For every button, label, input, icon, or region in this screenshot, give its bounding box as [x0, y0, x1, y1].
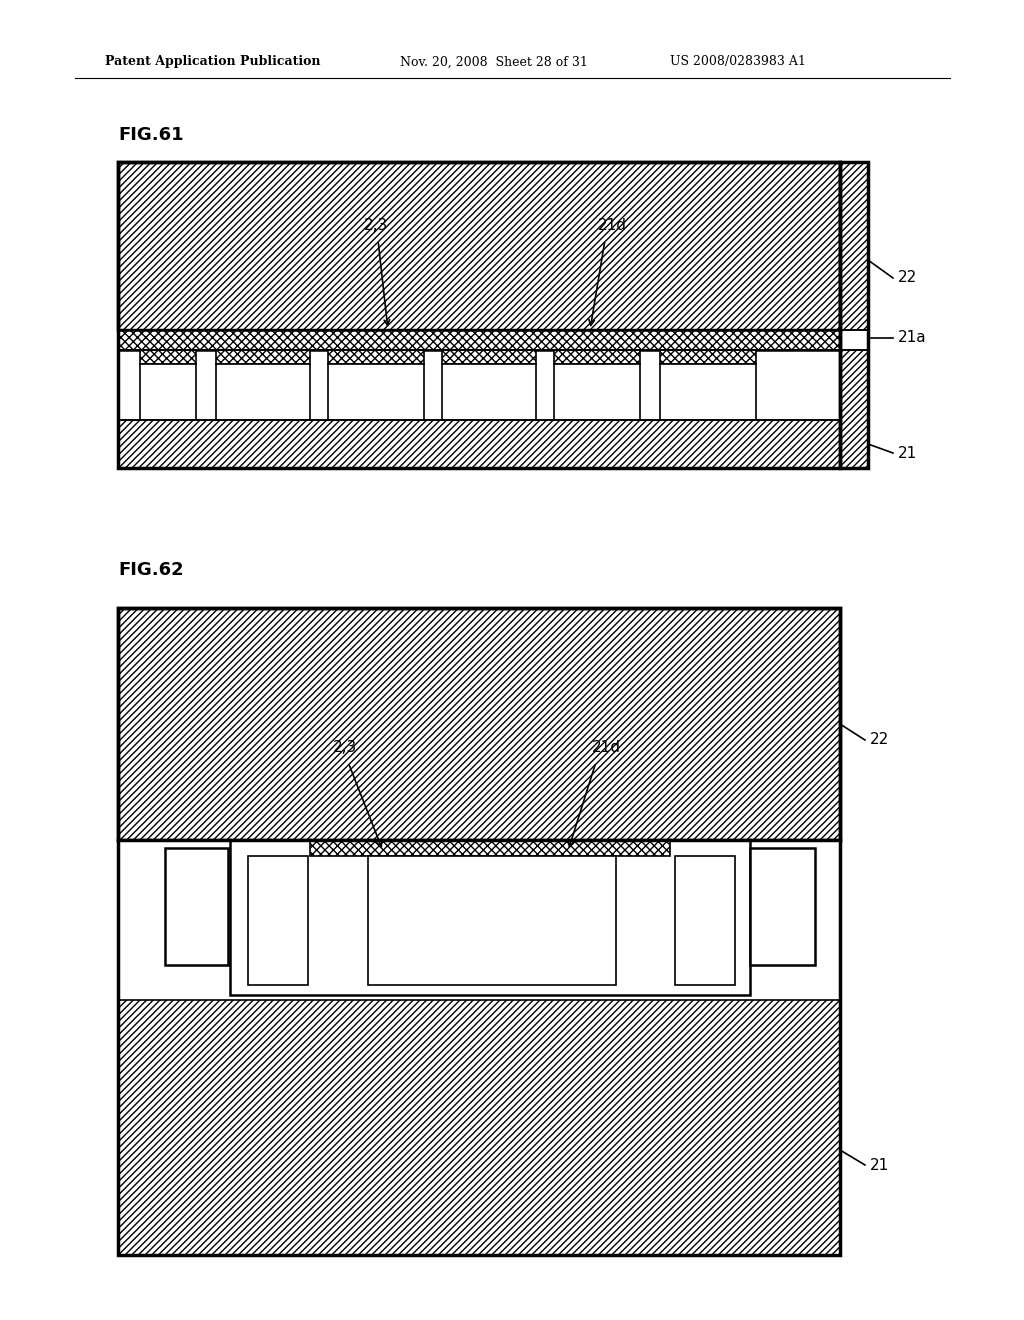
Bar — [442, 364, 536, 420]
Text: US 2008/0283983 A1: US 2008/0283983 A1 — [670, 55, 806, 69]
Bar — [118, 330, 840, 350]
Bar — [442, 350, 536, 364]
Text: 21d: 21d — [597, 218, 627, 234]
Bar — [368, 855, 616, 985]
Bar — [230, 840, 750, 995]
Text: Nov. 20, 2008  Sheet 28 of 31: Nov. 20, 2008 Sheet 28 of 31 — [400, 55, 588, 69]
Bar — [554, 350, 640, 364]
Bar — [118, 1001, 840, 1255]
Bar — [118, 350, 840, 469]
Bar — [118, 420, 840, 469]
Bar — [310, 840, 670, 855]
Text: 22: 22 — [898, 271, 918, 285]
Bar — [328, 364, 424, 420]
Bar — [675, 855, 735, 985]
Text: 2,3: 2,3 — [333, 741, 357, 755]
Bar — [328, 350, 424, 364]
Bar — [840, 162, 868, 469]
Bar — [118, 162, 840, 330]
Bar — [216, 350, 310, 364]
Text: 21: 21 — [898, 446, 918, 461]
Bar — [165, 847, 228, 965]
Text: 2,3: 2,3 — [364, 218, 388, 234]
Bar — [118, 609, 840, 1255]
Bar — [118, 840, 840, 1001]
Text: 21: 21 — [870, 1158, 889, 1172]
Text: 21a: 21a — [898, 330, 927, 346]
Bar — [230, 840, 750, 995]
Bar — [140, 364, 196, 420]
Text: FIG.61: FIG.61 — [118, 125, 183, 144]
Bar — [660, 364, 756, 420]
Bar — [750, 847, 815, 965]
Text: Patent Application Publication: Patent Application Publication — [105, 55, 321, 69]
Bar — [554, 364, 640, 420]
Bar — [118, 609, 840, 840]
Text: 21d: 21d — [592, 741, 621, 755]
Text: FIG.62: FIG.62 — [118, 561, 183, 579]
Bar — [840, 162, 868, 330]
Bar — [248, 855, 308, 985]
Bar — [216, 364, 310, 420]
Bar — [140, 350, 196, 364]
Bar — [118, 162, 840, 469]
Bar — [840, 350, 868, 469]
Text: 22: 22 — [870, 733, 889, 747]
Bar — [660, 350, 756, 364]
